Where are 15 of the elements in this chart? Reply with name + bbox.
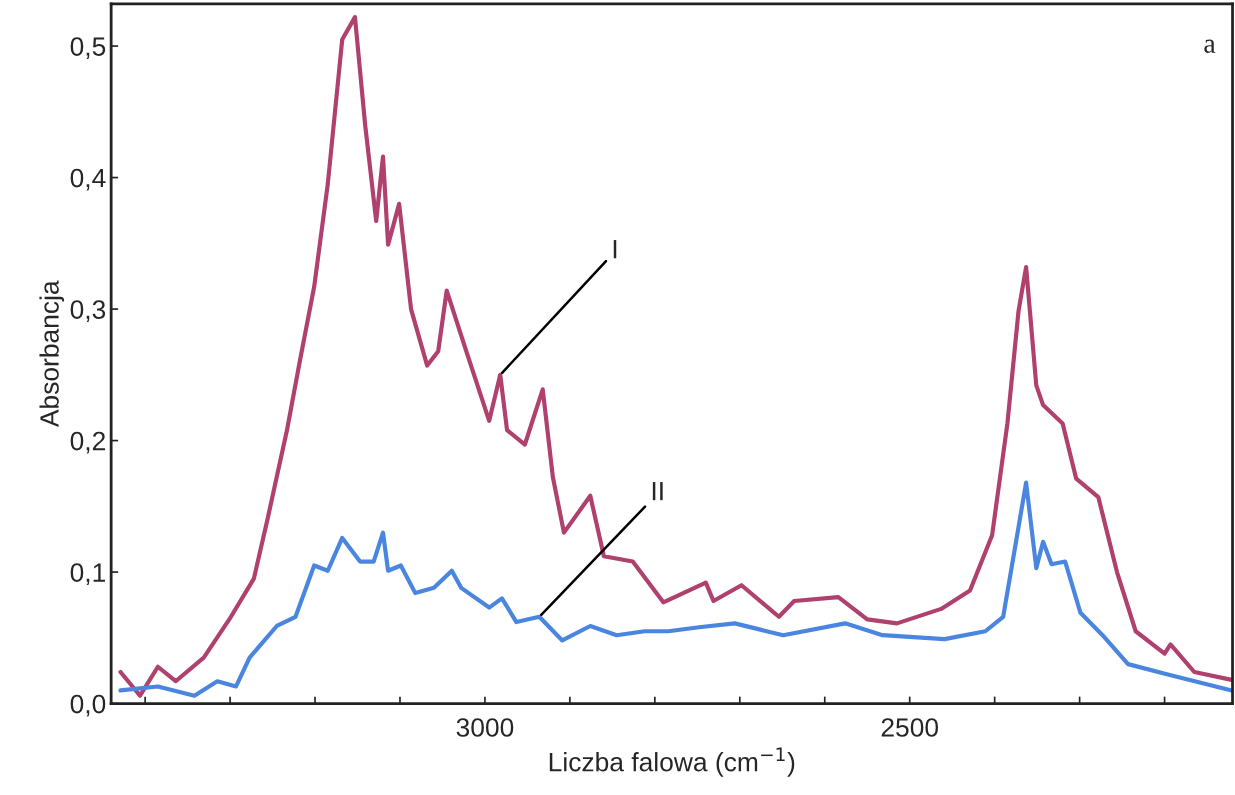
y-tick-label: 0,4 (70, 168, 106, 191)
y-tick-label: 0,5 (70, 37, 106, 59)
y-tick-label: 0,2 (70, 431, 105, 454)
line-series (118, 480, 1233, 698)
x-tick-label: 3000 (456, 718, 514, 737)
y-tick-label: 0,1 (70, 563, 105, 586)
annotation: a (1204, 39, 1216, 53)
annotation: I (613, 240, 617, 259)
annotation: II (652, 482, 663, 501)
x-tick-label: 2500 (881, 718, 939, 737)
y-tick-label: 0,3 (70, 300, 106, 322)
y-axis-title: Absorbancja (39, 280, 65, 428)
y-tick-label: 0,0 (70, 694, 106, 717)
x-axis-title: Liczba falowa (cm$^{−1}$) (549, 747, 795, 777)
line-series (118, 15, 1233, 698)
